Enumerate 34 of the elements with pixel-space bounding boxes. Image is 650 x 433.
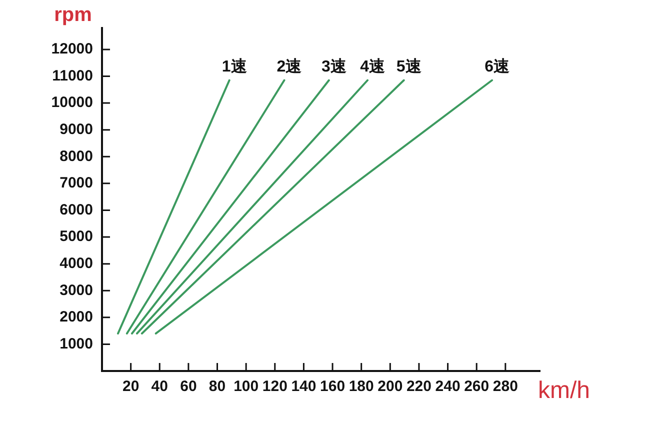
x-tick-label: 80 — [208, 378, 226, 396]
series-label: 6速 — [484, 57, 510, 76]
x-tick-label: 40 — [151, 378, 168, 396]
y-tick-label: 12000 — [51, 40, 93, 58]
y-tick-label: 6000 — [60, 201, 93, 218]
x-tick-label: 180 — [348, 378, 374, 396]
x-tick-label: 100 — [234, 378, 259, 396]
y-tick-label: 4000 — [60, 254, 93, 272]
x-tick-label: 260 — [464, 378, 490, 396]
x-tick-label: 140 — [291, 378, 316, 396]
x-tick-label: 20 — [122, 378, 140, 396]
x-tick-label: 160 — [320, 378, 346, 396]
x-tick-label: 220 — [406, 378, 432, 396]
series-label: 5速 — [396, 57, 422, 76]
y-tick-label: 5000 — [60, 228, 93, 246]
series-label: 3速 — [321, 57, 348, 76]
y-tick-label: 8000 — [60, 148, 93, 165]
y-tick-label: 3000 — [60, 282, 93, 299]
y-tick-label: 11000 — [52, 67, 93, 84]
y-tick-label: 1000 — [60, 335, 93, 352]
y-axis-title: rpm — [54, 4, 92, 26]
x-tick-label: 280 — [492, 378, 518, 396]
y-tick-label: 9000 — [60, 120, 93, 138]
x-tick-label: 200 — [378, 378, 403, 396]
y-tick-label: 7000 — [60, 174, 93, 192]
y-tick-label: 10000 — [51, 94, 93, 112]
x-tick-label: 240 — [435, 378, 460, 396]
x-tick-label: 60 — [180, 378, 197, 396]
y-tick-label: 2000 — [60, 308, 93, 326]
x-axis-title: km/h — [538, 377, 590, 404]
series-label: 2速 — [276, 57, 303, 76]
x-tick-label: 120 — [262, 378, 288, 396]
series-label: 1速 — [222, 57, 248, 76]
series-label: 4速 — [360, 57, 386, 76]
